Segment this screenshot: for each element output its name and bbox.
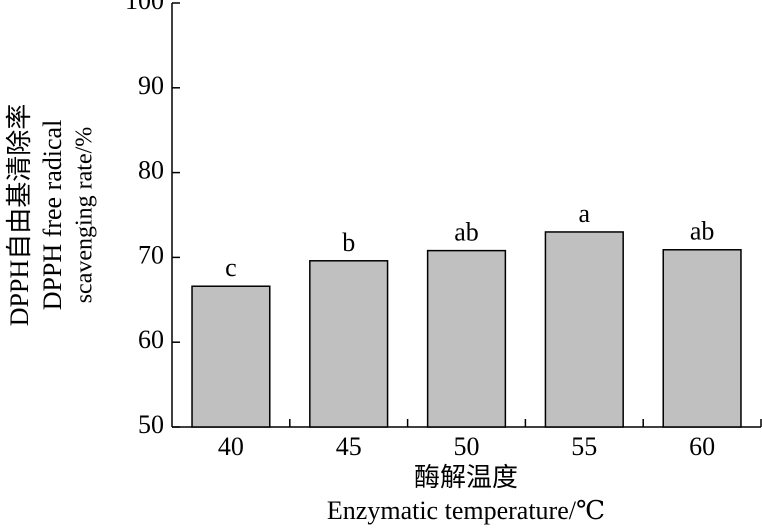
- significance-letter: ab: [690, 217, 715, 246]
- x-tick-label: 40: [218, 432, 244, 461]
- significance-letter: a: [579, 199, 591, 228]
- y-tick-label: 100: [125, 0, 164, 15]
- bar: [309, 260, 389, 428]
- bar: [544, 231, 624, 428]
- y-tick-label: 60: [138, 325, 164, 354]
- bar: [426, 249, 507, 428]
- y-label-line: scavenging rate/%: [72, 127, 98, 304]
- x-label-line: Enzymatic temperature/℃: [327, 496, 605, 525]
- x-tick-label: 55: [571, 432, 597, 461]
- significance-letter: c: [225, 253, 237, 282]
- x-tick-label: 60: [689, 432, 715, 461]
- significance-letter: ab: [454, 218, 479, 247]
- x-tick-label: 50: [454, 432, 480, 461]
- y-tick-label: 50: [138, 410, 164, 439]
- y-tick-label: 80: [138, 156, 164, 185]
- y-label-line: DPPH free radical: [38, 120, 67, 311]
- y-tick-label: 70: [138, 240, 164, 269]
- y-label-line: DPPH自由基清除率: [5, 104, 34, 326]
- significance-letter: b: [342, 228, 355, 257]
- bar: [191, 285, 271, 428]
- x-label-line: 酶解温度: [414, 463, 518, 492]
- bar: [662, 249, 742, 428]
- y-tick-label: 90: [138, 71, 164, 100]
- x-tick-label: 45: [336, 432, 362, 461]
- y-label: DPPH自由基清除率 DPPH free radical scavenging …: [5, 104, 98, 326]
